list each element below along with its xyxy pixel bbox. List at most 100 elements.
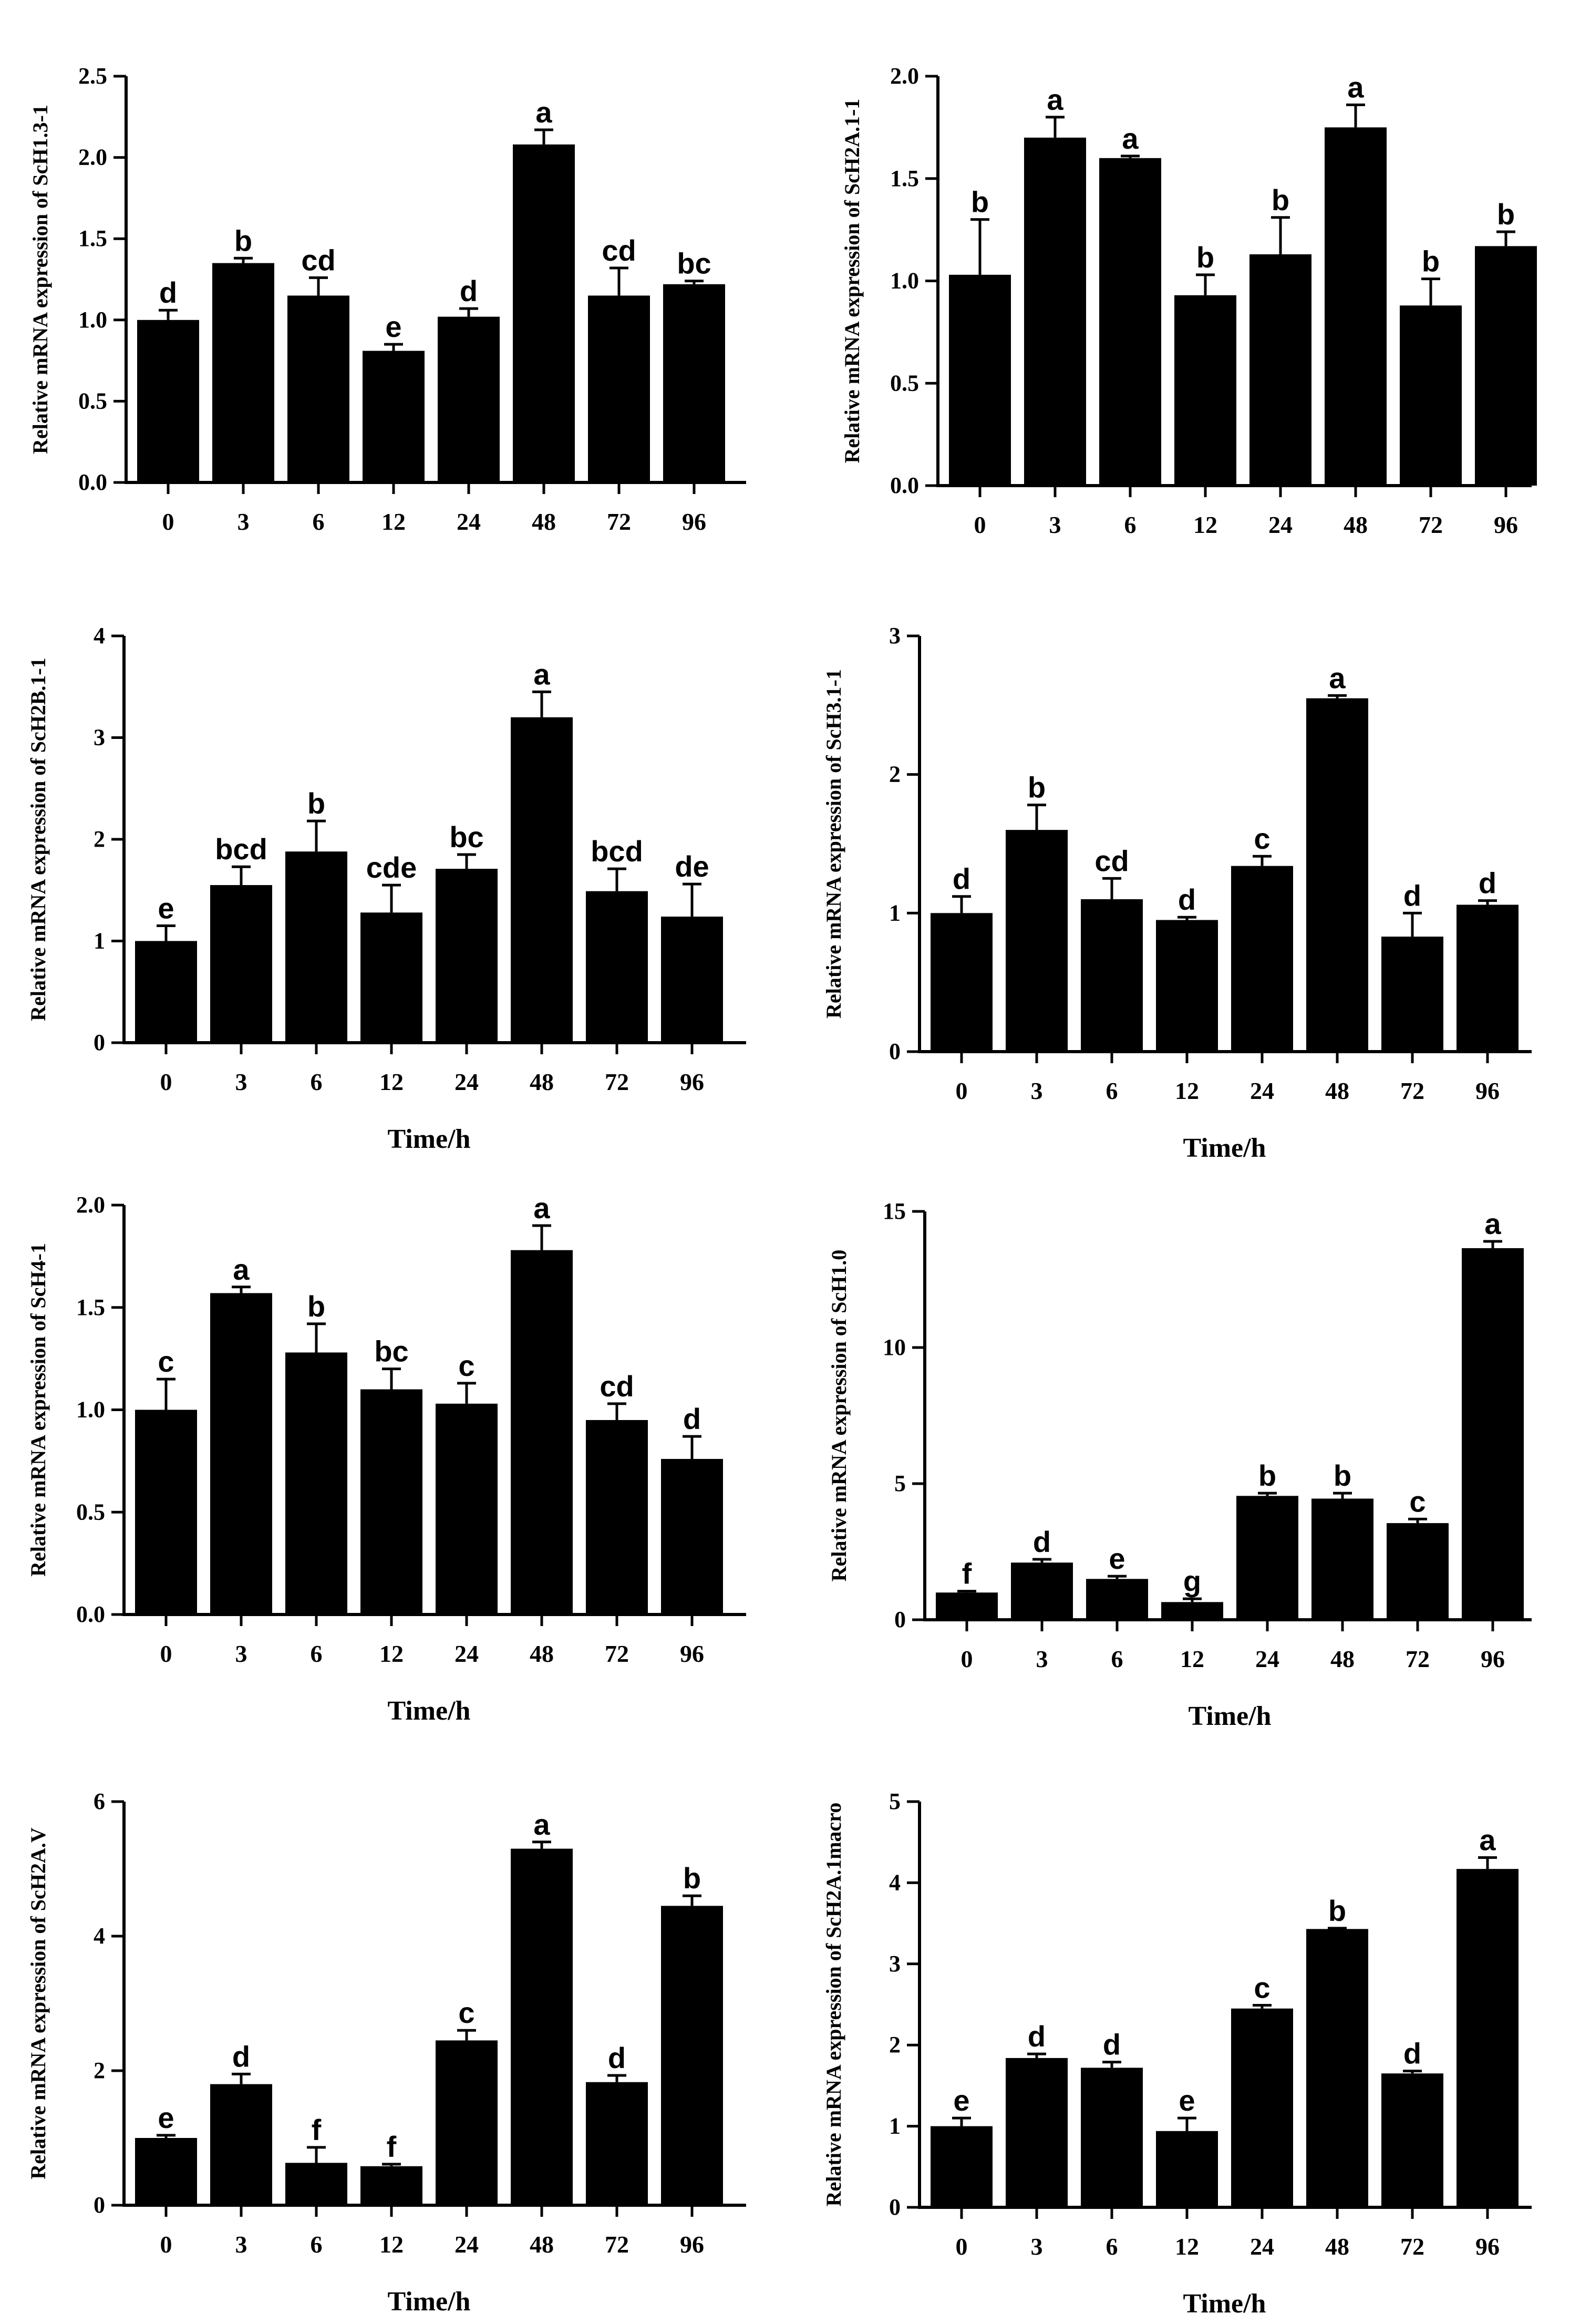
bar-6 xyxy=(1099,158,1161,486)
significance-letter: b xyxy=(1272,183,1289,217)
bar-12 xyxy=(360,2166,422,2205)
significance-letter: de xyxy=(675,850,709,883)
y-tick-label: 0 xyxy=(94,1030,105,1055)
significance-letter: b xyxy=(234,224,252,257)
significance-letter: a xyxy=(1329,661,1346,694)
significance-letter: b xyxy=(1196,241,1214,274)
significance-letter: a xyxy=(1047,83,1063,116)
significance-letter: bcd xyxy=(215,832,267,866)
y-tick-label: 5 xyxy=(889,1788,901,1814)
significance-letter: d xyxy=(1103,2028,1121,2061)
bar-48 xyxy=(511,717,573,1043)
bar-12 xyxy=(360,912,422,1043)
significance-letter: cd xyxy=(602,234,636,267)
bar-24 xyxy=(1236,1496,1298,1620)
significance-letter: g xyxy=(1183,1565,1201,1598)
x-tick-label: 0 xyxy=(974,511,986,538)
bar-72 xyxy=(1381,2073,1443,2207)
x-tick-label: 72 xyxy=(1400,2233,1424,2260)
x-tick-label: 3 xyxy=(237,508,250,535)
x-tick-label: 72 xyxy=(605,1640,629,1667)
bar-48 xyxy=(1325,127,1387,486)
x-tick-label: 48 xyxy=(1325,1077,1349,1104)
y-tick-label: 2 xyxy=(94,2058,105,2083)
significance-letter: a xyxy=(1484,1207,1501,1240)
bar-0 xyxy=(949,274,1011,486)
bar-96 xyxy=(661,1458,723,1615)
bar-48 xyxy=(511,1250,573,1615)
x-tick-label: 12 xyxy=(1193,511,1217,538)
significance-letter: d xyxy=(608,2041,626,2074)
significance-letter: d xyxy=(1403,2037,1421,2070)
significance-letter: a xyxy=(1122,122,1139,155)
y-tick-label: 0.0 xyxy=(890,472,919,498)
significance-letter: d xyxy=(1178,883,1196,916)
significance-letter: cd xyxy=(301,243,335,276)
y-axis-title: Relative mRNA expression of ScH2A.1-1 xyxy=(840,99,864,464)
significance-letter: cd xyxy=(1094,844,1129,877)
bar-48 xyxy=(1306,1929,1368,2207)
x-tick-label: 48 xyxy=(532,508,556,535)
x-tick-label: 6 xyxy=(1106,1077,1118,1104)
x-tick-label: 72 xyxy=(1400,1077,1424,1104)
x-tick-label: 0 xyxy=(160,1068,172,1095)
x-axis-title: Time/h xyxy=(388,2287,471,2317)
bar-3 xyxy=(212,263,274,482)
bar-72 xyxy=(586,1420,648,1615)
bar-96 xyxy=(1462,1248,1524,1620)
significance-letter: e xyxy=(158,891,174,924)
significance-letter: e xyxy=(1179,2084,1195,2117)
x-tick-label: 96 xyxy=(682,508,706,535)
significance-letter: b xyxy=(683,1862,701,1895)
significance-letter: c xyxy=(158,1345,174,1378)
bar-48 xyxy=(511,1848,573,2205)
significance-letter: c xyxy=(1254,822,1270,855)
x-tick-label: 12 xyxy=(379,1068,404,1095)
significance-letter: b xyxy=(971,186,989,219)
significance-letter: c xyxy=(458,1349,474,1382)
x-tick-label: 3 xyxy=(1036,1646,1048,1672)
y-tick-label: 1.0 xyxy=(78,307,107,333)
bar-96 xyxy=(661,1906,723,2205)
significance-letter: d xyxy=(683,1402,701,1435)
bar-0 xyxy=(137,320,199,482)
x-tick-label: 12 xyxy=(1180,1646,1204,1672)
significance-letter: a xyxy=(1347,71,1364,104)
y-tick-label: 3 xyxy=(94,725,105,750)
bar-24 xyxy=(1231,2008,1293,2207)
x-tick-label: 96 xyxy=(680,2231,704,2258)
x-tick-label: 96 xyxy=(1475,2233,1500,2260)
y-tick-label: 0 xyxy=(94,2192,105,2218)
significance-letter: a xyxy=(533,1191,550,1225)
x-tick-label: 48 xyxy=(1344,511,1368,538)
significance-letter: e xyxy=(385,310,401,343)
x-tick-label: 24 xyxy=(1250,1077,1274,1104)
y-tick-label: 1 xyxy=(889,900,901,926)
significance-letter: bcd xyxy=(591,835,643,868)
x-tick-label: 24 xyxy=(1268,511,1293,538)
y-tick-label: 4 xyxy=(94,1923,105,1949)
x-tick-label: 6 xyxy=(311,1640,323,1667)
x-tick-label: 72 xyxy=(1406,1646,1430,1672)
bar-72 xyxy=(586,2082,648,2205)
x-tick-label: 24 xyxy=(455,2231,479,2258)
y-tick-label: 1.0 xyxy=(76,1397,105,1423)
y-tick-label: 15 xyxy=(883,1198,906,1224)
bar-3 xyxy=(210,2084,272,2205)
significance-letter: b xyxy=(1497,198,1515,231)
x-tick-label: 24 xyxy=(455,1068,479,1095)
bar-6 xyxy=(1086,1579,1148,1620)
significance-letter: c xyxy=(1254,1971,1270,2004)
bar-3 xyxy=(210,885,272,1043)
x-tick-label: 12 xyxy=(1175,1077,1199,1104)
significance-letter: cde xyxy=(366,851,417,884)
y-axis-title: Relative mRNA expression of ScH2B.1-1 xyxy=(26,657,50,1021)
chart-panel-5: 0.0 0.5 1.0 1.5 2.0 Relative mRNA expression … xyxy=(26,1191,746,1726)
x-tick-label: 6 xyxy=(1124,511,1137,538)
y-tick-label: 1.5 xyxy=(78,225,107,251)
x-axis-title: Time/h xyxy=(1189,1701,1272,1731)
chart-panel-2: 0.0 0.5 1.0 1.5 2.0 Relative mRNA expression … xyxy=(840,63,1537,538)
